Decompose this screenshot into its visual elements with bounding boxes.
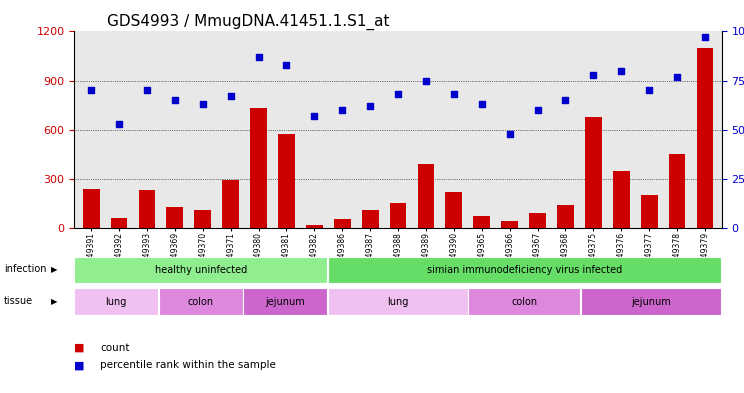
Bar <box>327 257 721 283</box>
Point <box>196 101 208 107</box>
Bar <box>243 288 327 315</box>
Point <box>252 54 265 60</box>
Bar <box>390 202 406 228</box>
Text: tissue: tissue <box>4 296 33 307</box>
Bar <box>138 190 155 228</box>
Bar <box>529 213 546 228</box>
Point <box>86 87 97 94</box>
Bar <box>581 288 721 315</box>
Text: jejunum: jejunum <box>631 297 671 307</box>
Bar <box>417 164 434 228</box>
Point <box>420 77 432 84</box>
Bar <box>278 134 295 228</box>
Bar <box>327 288 468 315</box>
Point <box>169 97 181 103</box>
Bar <box>613 171 629 228</box>
Point <box>504 130 516 137</box>
Point <box>588 72 600 78</box>
Bar <box>557 205 574 228</box>
Bar <box>222 180 239 228</box>
Text: ■: ■ <box>74 360 85 371</box>
Text: GDS4993 / MmugDNA.41451.1.S1_at: GDS4993 / MmugDNA.41451.1.S1_at <box>107 14 389 30</box>
Point <box>225 93 237 99</box>
Text: ▶: ▶ <box>51 265 57 274</box>
Text: ■: ■ <box>74 343 85 353</box>
Point <box>336 107 348 113</box>
Bar <box>446 192 462 228</box>
Bar <box>158 288 243 315</box>
Bar <box>641 195 658 228</box>
Text: ▶: ▶ <box>51 297 57 306</box>
Point <box>643 87 655 94</box>
Bar <box>334 219 350 228</box>
Point <box>559 97 571 103</box>
Point <box>615 68 627 74</box>
Point <box>141 87 153 94</box>
Bar <box>696 48 713 228</box>
Point <box>531 107 543 113</box>
Bar <box>306 225 323 228</box>
Point <box>280 62 292 68</box>
Bar <box>194 210 211 228</box>
Bar <box>362 210 379 228</box>
Bar <box>167 207 183 228</box>
Bar <box>74 288 158 315</box>
Point <box>671 73 683 80</box>
Bar <box>669 154 685 228</box>
Point <box>476 101 488 107</box>
Bar <box>83 189 100 228</box>
Text: jejunum: jejunum <box>266 297 305 307</box>
Text: lung: lung <box>387 297 408 307</box>
Text: lung: lung <box>106 297 127 307</box>
Bar <box>111 218 127 228</box>
Point <box>392 91 404 97</box>
Bar <box>473 216 490 228</box>
Text: healthy uninfected: healthy uninfected <box>155 265 247 275</box>
Text: colon: colon <box>187 297 214 307</box>
Point <box>699 34 711 40</box>
Text: percentile rank within the sample: percentile rank within the sample <box>100 360 276 371</box>
Bar <box>250 108 267 228</box>
Text: colon: colon <box>511 297 537 307</box>
Point <box>113 121 125 127</box>
Point <box>308 113 320 119</box>
Text: count: count <box>100 343 130 353</box>
Bar <box>74 257 327 283</box>
Point <box>365 103 376 109</box>
Bar <box>501 220 518 228</box>
Bar <box>585 117 602 228</box>
Text: infection: infection <box>4 264 46 274</box>
Text: simian immunodeficiency virus infected: simian immunodeficiency virus infected <box>427 265 622 275</box>
Point <box>448 91 460 97</box>
Bar <box>469 288 580 315</box>
